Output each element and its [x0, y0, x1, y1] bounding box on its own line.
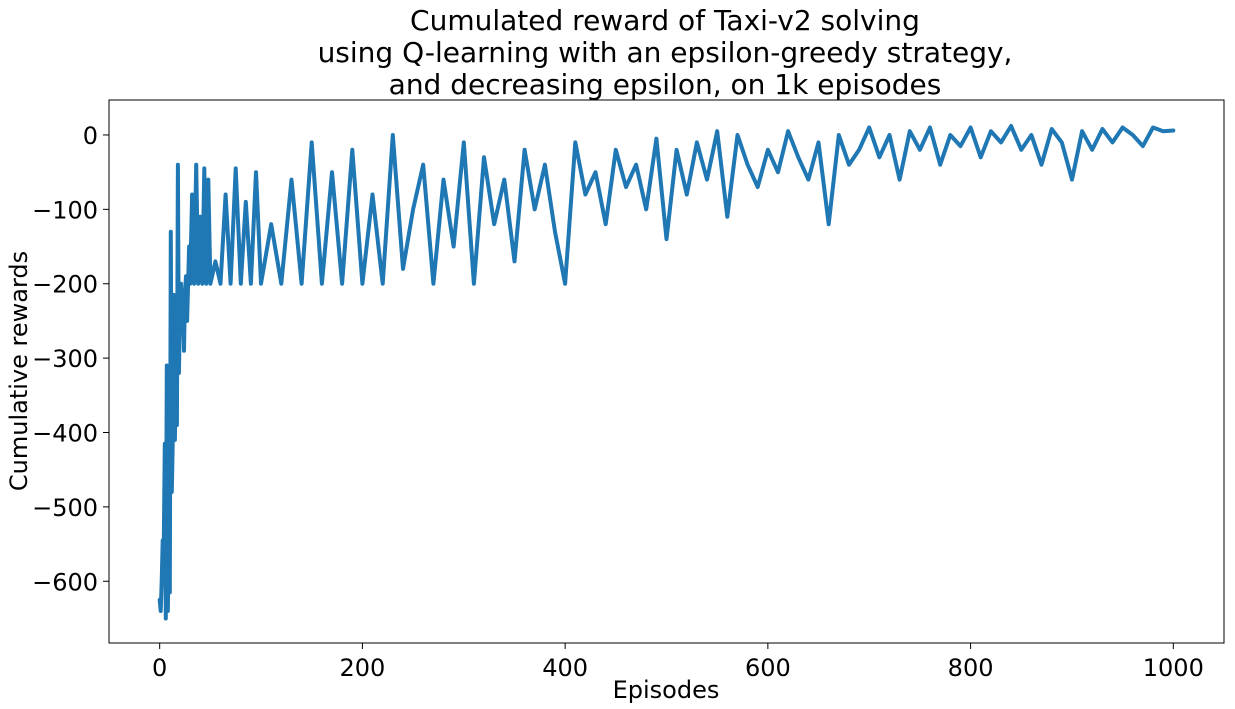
y-axis-label: Cumulative rewards — [5, 251, 33, 491]
x-axis: 0 200 400 600 800 1000 — [152, 643, 1204, 682]
x-axis-label: Episodes — [613, 676, 720, 704]
y-tick-label: −500 — [32, 494, 98, 522]
plot-area-frame — [108, 99, 1225, 644]
y-tick-label: −100 — [32, 196, 98, 224]
x-tick-label: 0 — [152, 654, 167, 682]
y-tick-label: 0 — [83, 122, 98, 150]
chart-title-line-3: and decreasing epsilon, on 1k episodes — [389, 68, 942, 101]
chart-title: Cumulated reward of Taxi-v2 solving usin… — [318, 4, 1013, 101]
y-tick-label: −400 — [32, 419, 98, 447]
data-layer — [157, 124, 1176, 621]
y-axis: 0 −100 −200 −300 −400 −500 −600 — [32, 122, 109, 596]
y-tick-label: −200 — [32, 271, 98, 299]
x-tick-label: 1000 — [1143, 654, 1204, 682]
chart-title-line-1: Cumulated reward of Taxi-v2 solving — [410, 4, 920, 37]
y-tick-label: −300 — [32, 345, 98, 373]
x-tick-label: 800 — [948, 654, 994, 682]
series-line-0 — [157, 124, 1176, 621]
x-tick-label: 200 — [340, 654, 386, 682]
y-tick-label: −600 — [32, 568, 98, 596]
x-tick-label: 600 — [745, 654, 791, 682]
x-tick-label: 400 — [542, 654, 588, 682]
chart-title-line-2: using Q-learning with an epsilon-greedy … — [318, 36, 1013, 69]
